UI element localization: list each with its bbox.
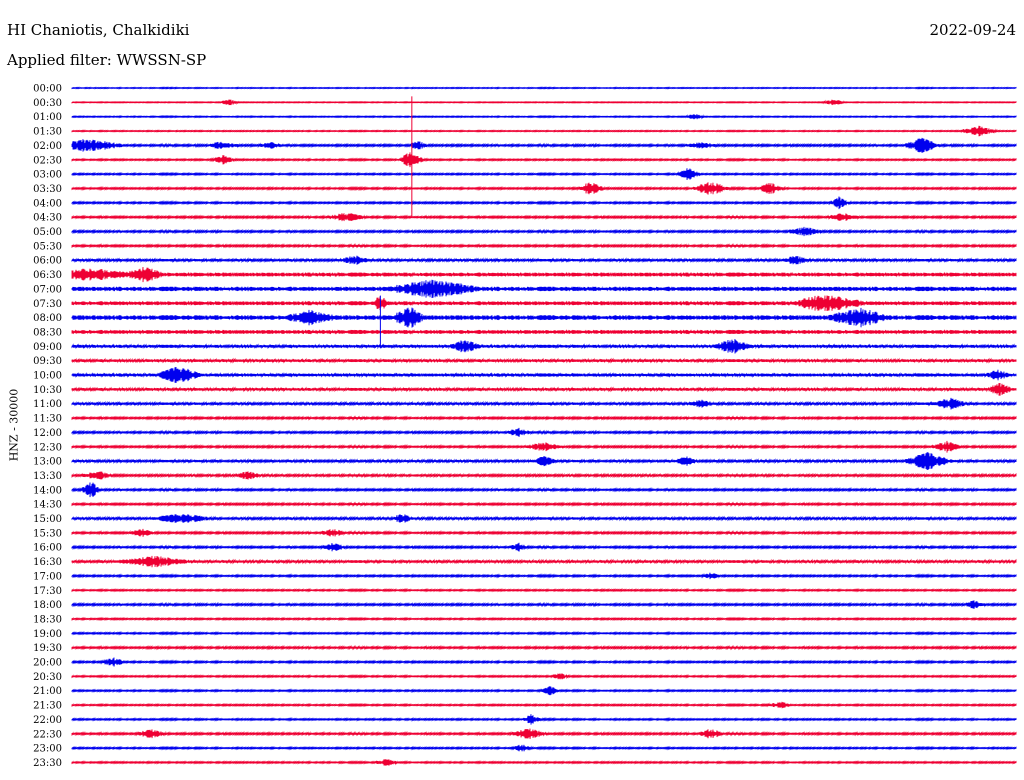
- row-label-0100: 01:00: [33, 112, 62, 123]
- date-label: 2022-09-24: [929, 21, 1016, 39]
- row-label-1800: 18:00: [33, 600, 62, 611]
- row-label-1330: 13:30: [33, 471, 62, 482]
- row-label-1830: 18:30: [33, 614, 62, 625]
- row-label-0800: 08:00: [33, 313, 62, 324]
- row-label-0130: 01:30: [33, 127, 62, 138]
- row-label-0200: 02:00: [33, 141, 62, 152]
- row-label-1100: 11:00: [33, 399, 62, 410]
- row-label-0430: 04:30: [33, 213, 62, 224]
- row-label-0630: 06:30: [33, 270, 62, 281]
- row-label-1430: 14:30: [33, 500, 62, 511]
- row-label-1530: 15:30: [33, 528, 62, 539]
- row-label-1900: 19:00: [33, 629, 62, 640]
- row-label-0300: 03:00: [33, 170, 62, 181]
- row-label-0600: 06:00: [33, 256, 62, 267]
- row-label-2030: 20:30: [33, 672, 62, 683]
- row-label-2200: 22:00: [33, 715, 62, 726]
- row-label-1000: 10:00: [33, 371, 62, 382]
- row-label-1930: 19:30: [33, 643, 62, 654]
- row-label-0530: 05:30: [33, 241, 62, 252]
- row-label-0030: 00:30: [33, 98, 62, 109]
- row-label-2130: 21:30: [33, 701, 62, 712]
- row-label-1730: 17:30: [33, 586, 62, 597]
- row-label-0900: 09:00: [33, 342, 62, 353]
- row-label-1400: 14:00: [33, 485, 62, 496]
- row-labels: 00:00 00:30 01:00 01:30 02:00 02:30 03:00 03:30…: [33, 84, 62, 769]
- row-label-0330: 03:30: [33, 184, 62, 195]
- row-label-0000: 00:00: [33, 84, 62, 95]
- row-label-0700: 07:00: [33, 284, 62, 295]
- row-label-1030: 10:30: [33, 385, 62, 396]
- row-label-1600: 16:00: [33, 543, 62, 554]
- row-label-0500: 05:00: [33, 227, 62, 238]
- row-label-1130: 11:30: [33, 414, 62, 425]
- row-label-1230: 12:30: [33, 442, 62, 453]
- row-label-0400: 04:00: [33, 198, 62, 209]
- row-label-2330: 23:30: [33, 758, 62, 769]
- row-label-2230: 22:30: [33, 729, 62, 740]
- row-label-2300: 23:00: [33, 744, 62, 755]
- row-label-1630: 16:30: [33, 557, 62, 568]
- row-label-0930: 09:30: [33, 356, 62, 367]
- filter-label: Applied filter: WWSSN-SP: [7, 51, 207, 69]
- row-label-2100: 21:00: [33, 686, 62, 697]
- trace-rows: [71, 86, 1017, 766]
- row-label-1700: 17:00: [33, 571, 62, 582]
- row-label-0830: 08:30: [33, 327, 62, 338]
- row-label-0230: 02:30: [33, 155, 62, 166]
- row-label-1200: 12:00: [33, 428, 62, 439]
- station-title: HI Chaniotis, Chalkidiki: [7, 21, 190, 39]
- row-label-0730: 07:30: [33, 299, 62, 310]
- row-label-1500: 15:00: [33, 514, 62, 525]
- row-label-2000: 20:00: [33, 658, 62, 669]
- row-label-1300: 13:00: [33, 457, 62, 468]
